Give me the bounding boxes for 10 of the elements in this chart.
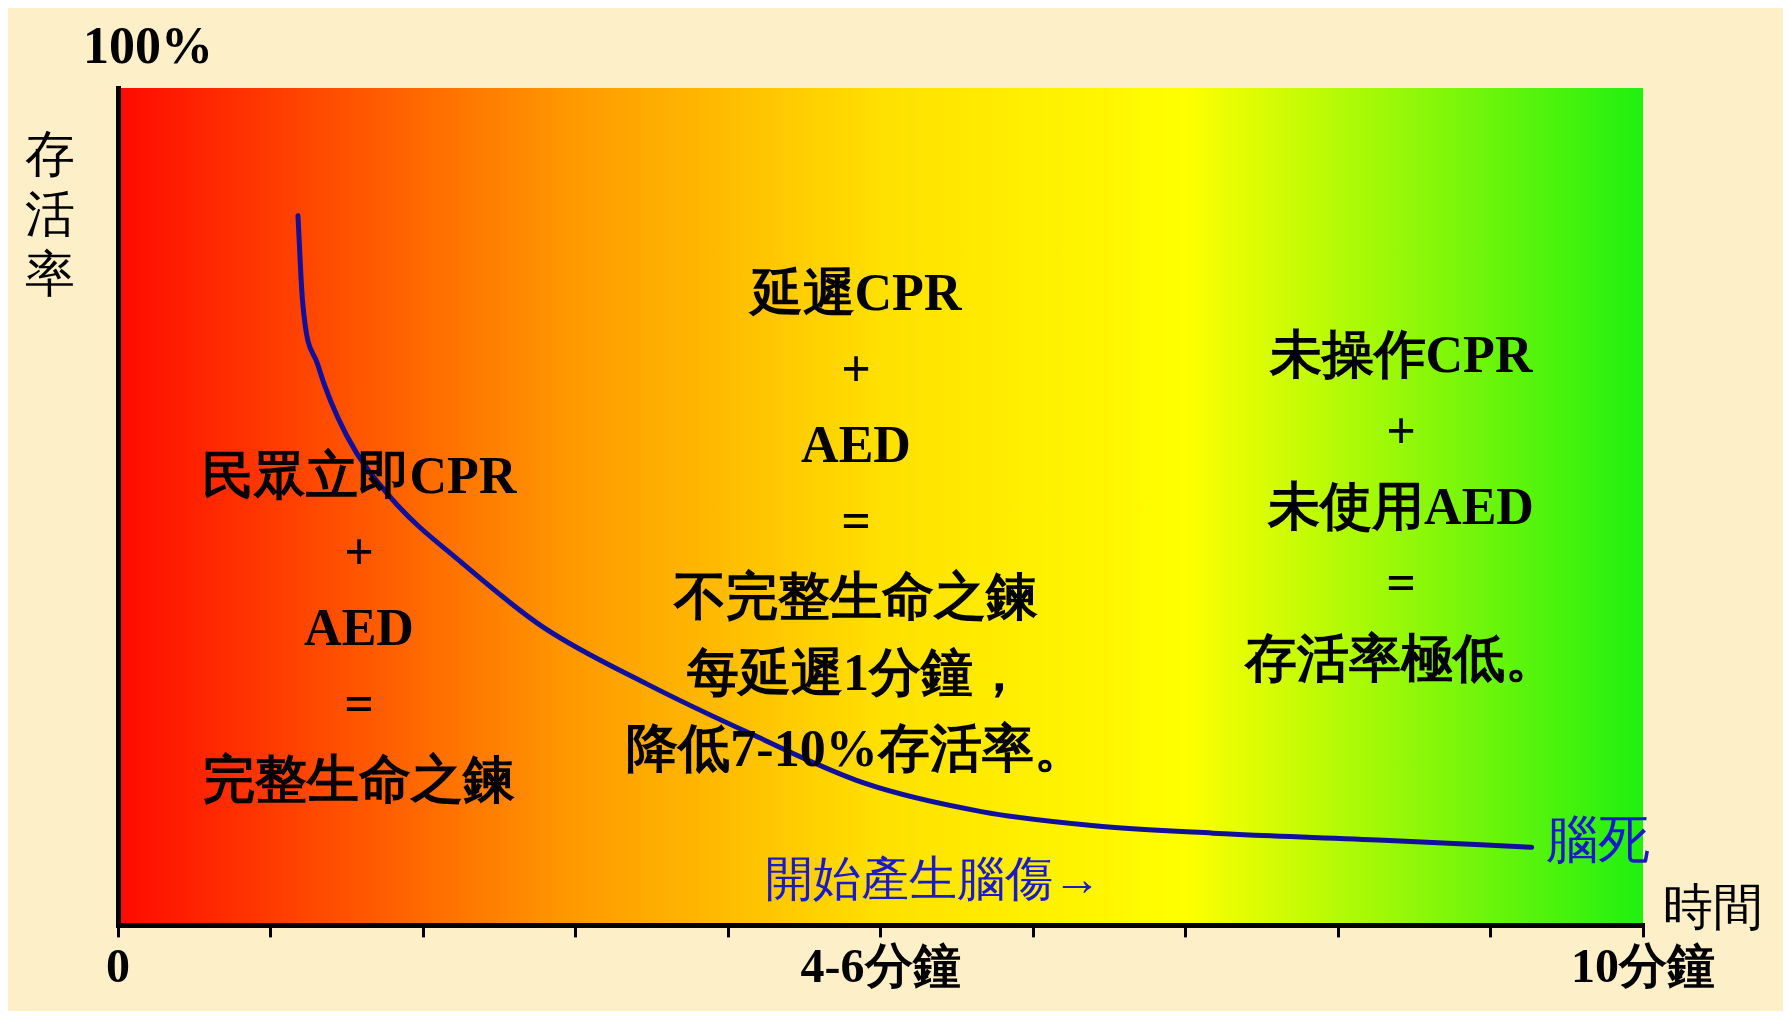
x-tick-label: 10分鐘 [1571,938,1715,992]
annotation: 開始產生腦傷→ [765,851,1101,905]
x-axis-title: 時間 [1663,878,1763,935]
annotation: 每延遲1分鐘， [686,644,1025,702]
annotation: 未操作CPR + 未使用AED = 存活率極低。 [1243,326,1557,688]
annotation: 延遲CPR + AED = 不完整生命之鍊 [672,264,1038,626]
x-tick-label: 0 [106,938,130,992]
y-axis-title: 存活率 [25,126,75,303]
x-tick-label: 4-6分鐘 [800,938,961,992]
text: 100% [83,17,213,75]
